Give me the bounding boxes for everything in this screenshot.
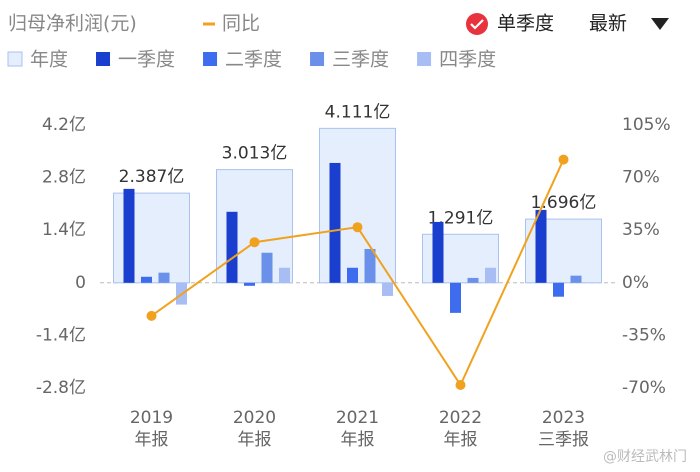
quarter-bar [244, 282, 255, 286]
legend-label: 二季度 [225, 49, 282, 71]
quarter-bar [432, 221, 444, 283]
legend-label: 四季度 [439, 49, 496, 71]
x-tick-label: 年报 [238, 430, 272, 450]
quarter-bar [279, 267, 290, 283]
quarter-bar [347, 267, 358, 283]
y-tick-label: 1.4亿 [42, 220, 86, 240]
chart-title: 归母净利润(元) [8, 13, 137, 35]
legend-label: 年度 [30, 49, 68, 71]
y2-tick-label: 70% [622, 168, 660, 188]
y2-tick-label: 105% [622, 115, 671, 135]
quarter-bar [467, 277, 479, 283]
quarter-bar [261, 252, 273, 283]
x-tick-label: 2023 [542, 408, 585, 428]
y-tick-label: 2.8亿 [42, 168, 86, 188]
quarter-bar [329, 162, 341, 283]
check [470, 19, 484, 30]
quarter-bar [382, 282, 393, 296]
x-tick-label: 2021 [336, 408, 379, 428]
yoy-point [146, 310, 157, 321]
yoy-point [249, 237, 260, 248]
data-label: 1.696亿 [531, 193, 597, 213]
quarter-bar [158, 272, 170, 283]
legend-swatch [203, 52, 218, 66]
y2-tick-label: -70% [622, 378, 666, 398]
y2-tick-label: -35% [622, 325, 666, 345]
quarter-bar [141, 276, 152, 283]
quarter-bar [553, 282, 564, 297]
data-label: 3.013亿 [222, 144, 288, 164]
legend-label: 三季度 [332, 49, 389, 71]
legend-swatch [310, 52, 325, 66]
y-tick-label: 4.2亿 [42, 115, 86, 135]
line-legend: 同比 [222, 13, 260, 35]
legend-swatch [96, 52, 111, 66]
x-tick-label: 年报 [341, 430, 375, 450]
quarter-bar [450, 282, 461, 313]
x-tick-label: 三季报 [538, 430, 589, 450]
quarter-bar [570, 275, 582, 283]
sort[interactable]: 最新 [589, 13, 669, 35]
yoy-point [352, 222, 363, 233]
legend-swatch [7, 51, 23, 67]
dropdown-arrow [651, 18, 669, 30]
y2-tick-label: 0% [622, 273, 649, 293]
quarter-bar [364, 248, 376, 283]
quarter-bar [535, 209, 547, 283]
data-label: 4.111亿 [325, 102, 391, 122]
y-tick-label: 0 [75, 273, 86, 293]
data-label: 1.291亿 [428, 208, 494, 228]
quarter-bar [123, 188, 135, 283]
toggle[interactable]: 单季度 [466, 13, 554, 36]
toggle-icon [466, 13, 488, 35]
quarter-bar [226, 211, 238, 283]
x-tick-label: 2020 [233, 408, 276, 428]
legend-swatch [417, 52, 432, 66]
yoy-point [558, 154, 569, 165]
y2-tick-label: 35% [622, 220, 660, 240]
sort-label: 最新 [589, 13, 627, 35]
x-tick-label: 年报 [444, 430, 478, 450]
y-tick-label: -2.8亿 [36, 378, 86, 398]
watermark: @财经武林门 [603, 449, 687, 465]
yoy-point [455, 379, 466, 390]
quarter-bar [485, 267, 496, 283]
toggle-label: 单季度 [497, 13, 554, 35]
x-tick-label: 2019 [130, 408, 173, 428]
x-tick-label: 年报 [135, 430, 169, 450]
legend-label: 一季度 [118, 49, 175, 71]
y-tick-label: -1.4亿 [36, 325, 86, 345]
data-label: 2.387亿 [119, 167, 185, 187]
x-tick-label: 2022 [439, 408, 482, 428]
